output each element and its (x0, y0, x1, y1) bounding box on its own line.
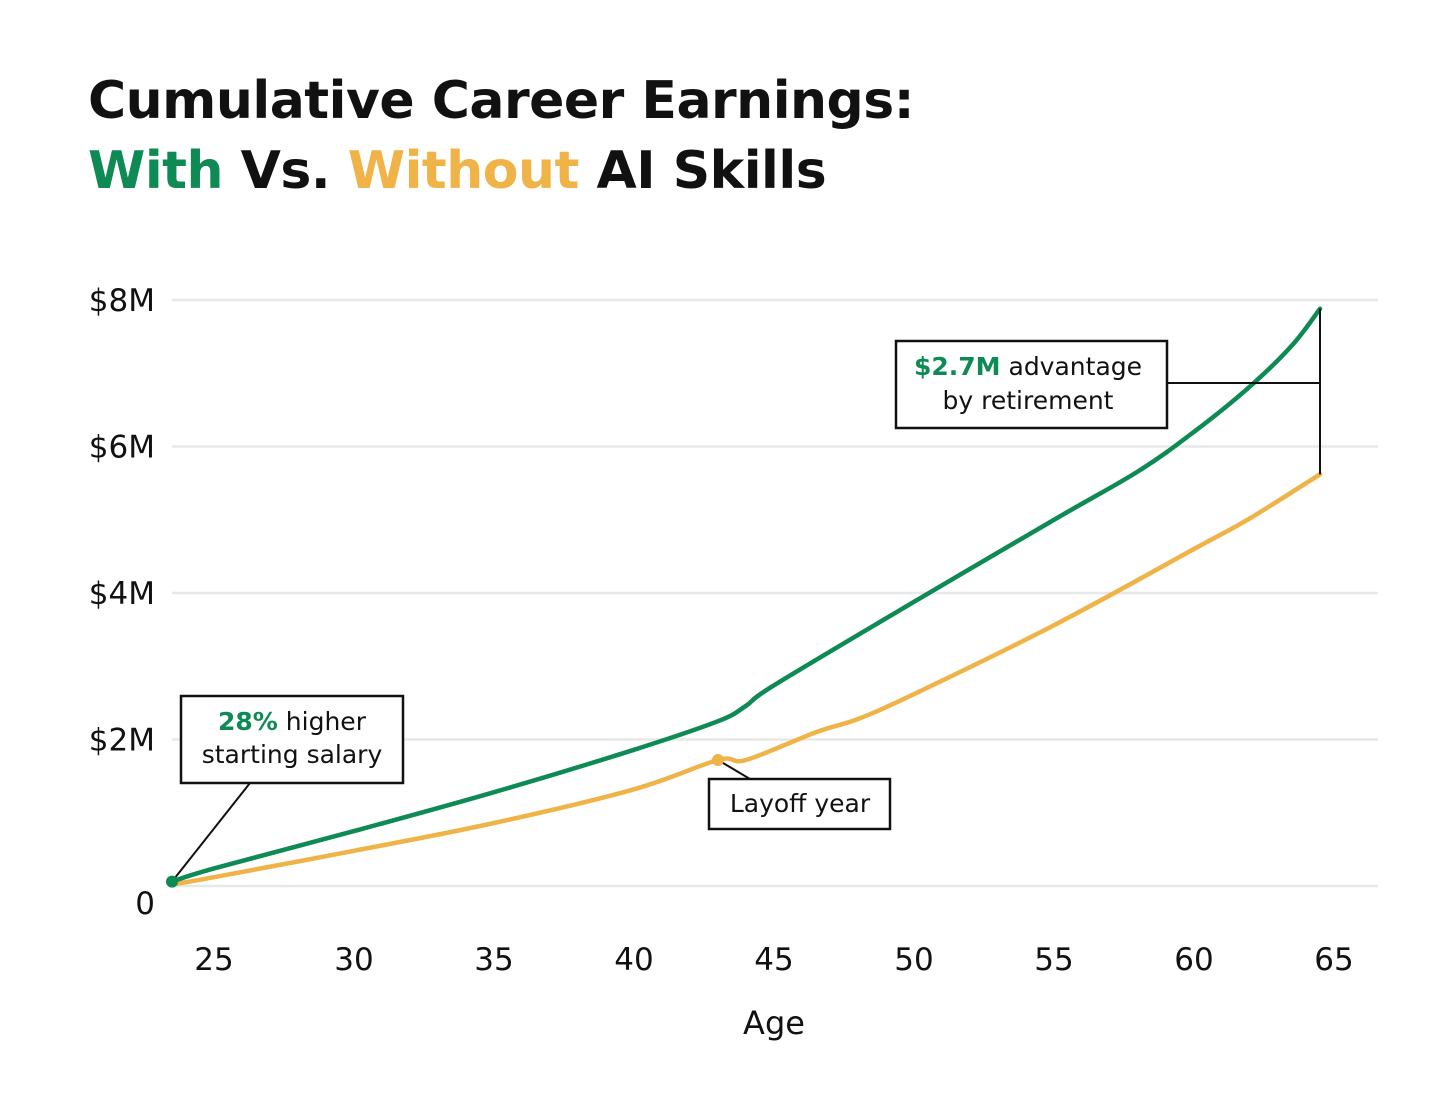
x-tick-label: 35 (474, 942, 513, 978)
x-tick-label: 25 (194, 942, 233, 978)
series-lines (169, 306, 1323, 887)
x-tick-label: 55 (1034, 942, 1073, 978)
title-word-without: Without (347, 141, 580, 201)
title-line-2: With Vs. Without AI Skills (88, 136, 914, 206)
x-tick-label: 45 (754, 942, 793, 978)
layoff-point-marker (712, 754, 724, 767)
x-tick-label: 60 (1174, 942, 1213, 978)
start-annotation-line-2: starting salary (202, 740, 383, 769)
x-axis: 25 30 35 40 45 50 55 60 65 Age (194, 942, 1353, 1042)
layoff-annotation-leader (717, 759, 751, 780)
y-tick-label: $2M (89, 723, 155, 759)
title-line-1: Cumulative Career Earnings: (88, 71, 915, 131)
start-point-marker (166, 875, 178, 888)
x-tick-label: 50 (894, 942, 933, 978)
title-word-vs: Vs. (223, 141, 348, 201)
chart-title: Cumulative Career Earnings: With Vs. Wit… (88, 66, 915, 206)
y-tick-label: $8M (89, 283, 155, 319)
start-annotation-leader (171, 782, 251, 883)
annotations: 28% higher starting salary Layoff year $2.7… (166, 308, 1321, 888)
advantage-annotation-line-2: by retirement (943, 386, 1114, 415)
start-annotation-line-1: 28% higher (218, 707, 367, 736)
x-axis-title: Age (743, 1004, 805, 1042)
y-tick-label: 0 (135, 886, 155, 922)
y-tick-label: $4M (89, 576, 155, 612)
series-line-with-ai (169, 306, 1323, 884)
title-word-with: With (88, 141, 224, 201)
start-annotation-box (179, 694, 405, 785)
advantage-annotation-box (894, 339, 1169, 430)
y-tick-label: $6M (89, 430, 155, 466)
x-tick-label: 30 (334, 942, 373, 978)
series-line-without-ai (169, 472, 1323, 887)
x-tick-label: 65 (1314, 942, 1353, 978)
advantage-annotation-line-1: $2.7M advantage (914, 352, 1142, 381)
y-axis: 0 $2M $4M $6M $8M (89, 283, 155, 922)
layoff-annotation-box (707, 777, 892, 831)
title-word-ai-skills: AI Skills (578, 141, 827, 201)
x-tick-label: 40 (614, 942, 653, 978)
layoff-annotation-label: Layoff year (730, 789, 871, 818)
